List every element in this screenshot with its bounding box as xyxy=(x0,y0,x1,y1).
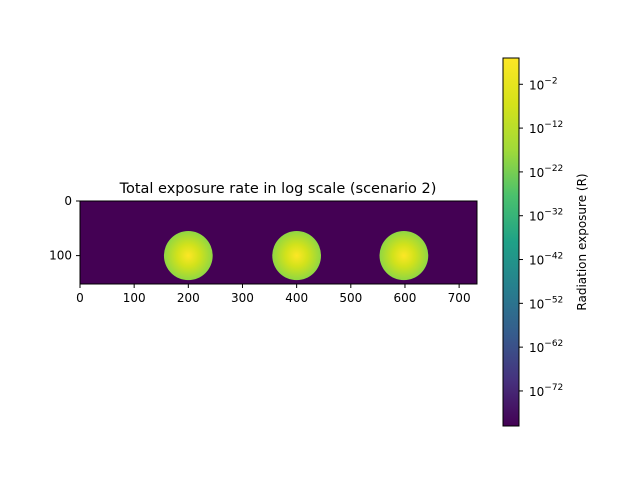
x-tick-label: 400 xyxy=(285,291,308,305)
axes-frame xyxy=(79,200,478,285)
x-tick-label: 200 xyxy=(177,291,200,305)
colorbar-tick-label: 10−62 xyxy=(529,339,563,355)
colorbar xyxy=(502,57,520,427)
colorbar-ticks: 10−2 10−12 10−22 10−32 10−42 10−52 10−62 10−72 xyxy=(519,76,563,399)
colorbar-tick-label: 10−32 xyxy=(529,208,563,224)
y-tick-label: 0 xyxy=(64,194,72,208)
colorbar-tick-label: 10−52 xyxy=(529,295,563,311)
x-tick-label: 700 xyxy=(448,291,471,305)
x-tick-label: 100 xyxy=(123,291,146,305)
x-axis-ticks: 0 100 200 300 400 500 600 700 xyxy=(76,284,471,305)
exposure-source-1 xyxy=(163,231,213,281)
colorbar-tick-label: 10−12 xyxy=(529,120,563,136)
colorbar-tick-label: 10−72 xyxy=(529,383,563,399)
x-tick-label: 300 xyxy=(231,291,254,305)
exposure-sources xyxy=(163,231,429,281)
exposure-source-2 xyxy=(272,231,322,281)
colorbar-tick-label: 10−2 xyxy=(529,76,558,92)
y-tick-label: 100 xyxy=(49,249,72,263)
x-tick-label: 600 xyxy=(394,291,417,305)
chart-title: Total exposure rate in log scale (scenar… xyxy=(119,181,437,197)
colorbar-tick-label: 10−42 xyxy=(529,252,563,268)
x-tick-label: 500 xyxy=(339,291,362,305)
x-tick-label: 0 xyxy=(76,291,84,305)
colorbar-tick-label: 10−22 xyxy=(529,164,563,180)
colorbar-label: Radiation exposure (R) xyxy=(575,173,589,310)
y-axis-ticks: 0 100 xyxy=(49,194,80,263)
exposure-source-3 xyxy=(379,231,429,281)
